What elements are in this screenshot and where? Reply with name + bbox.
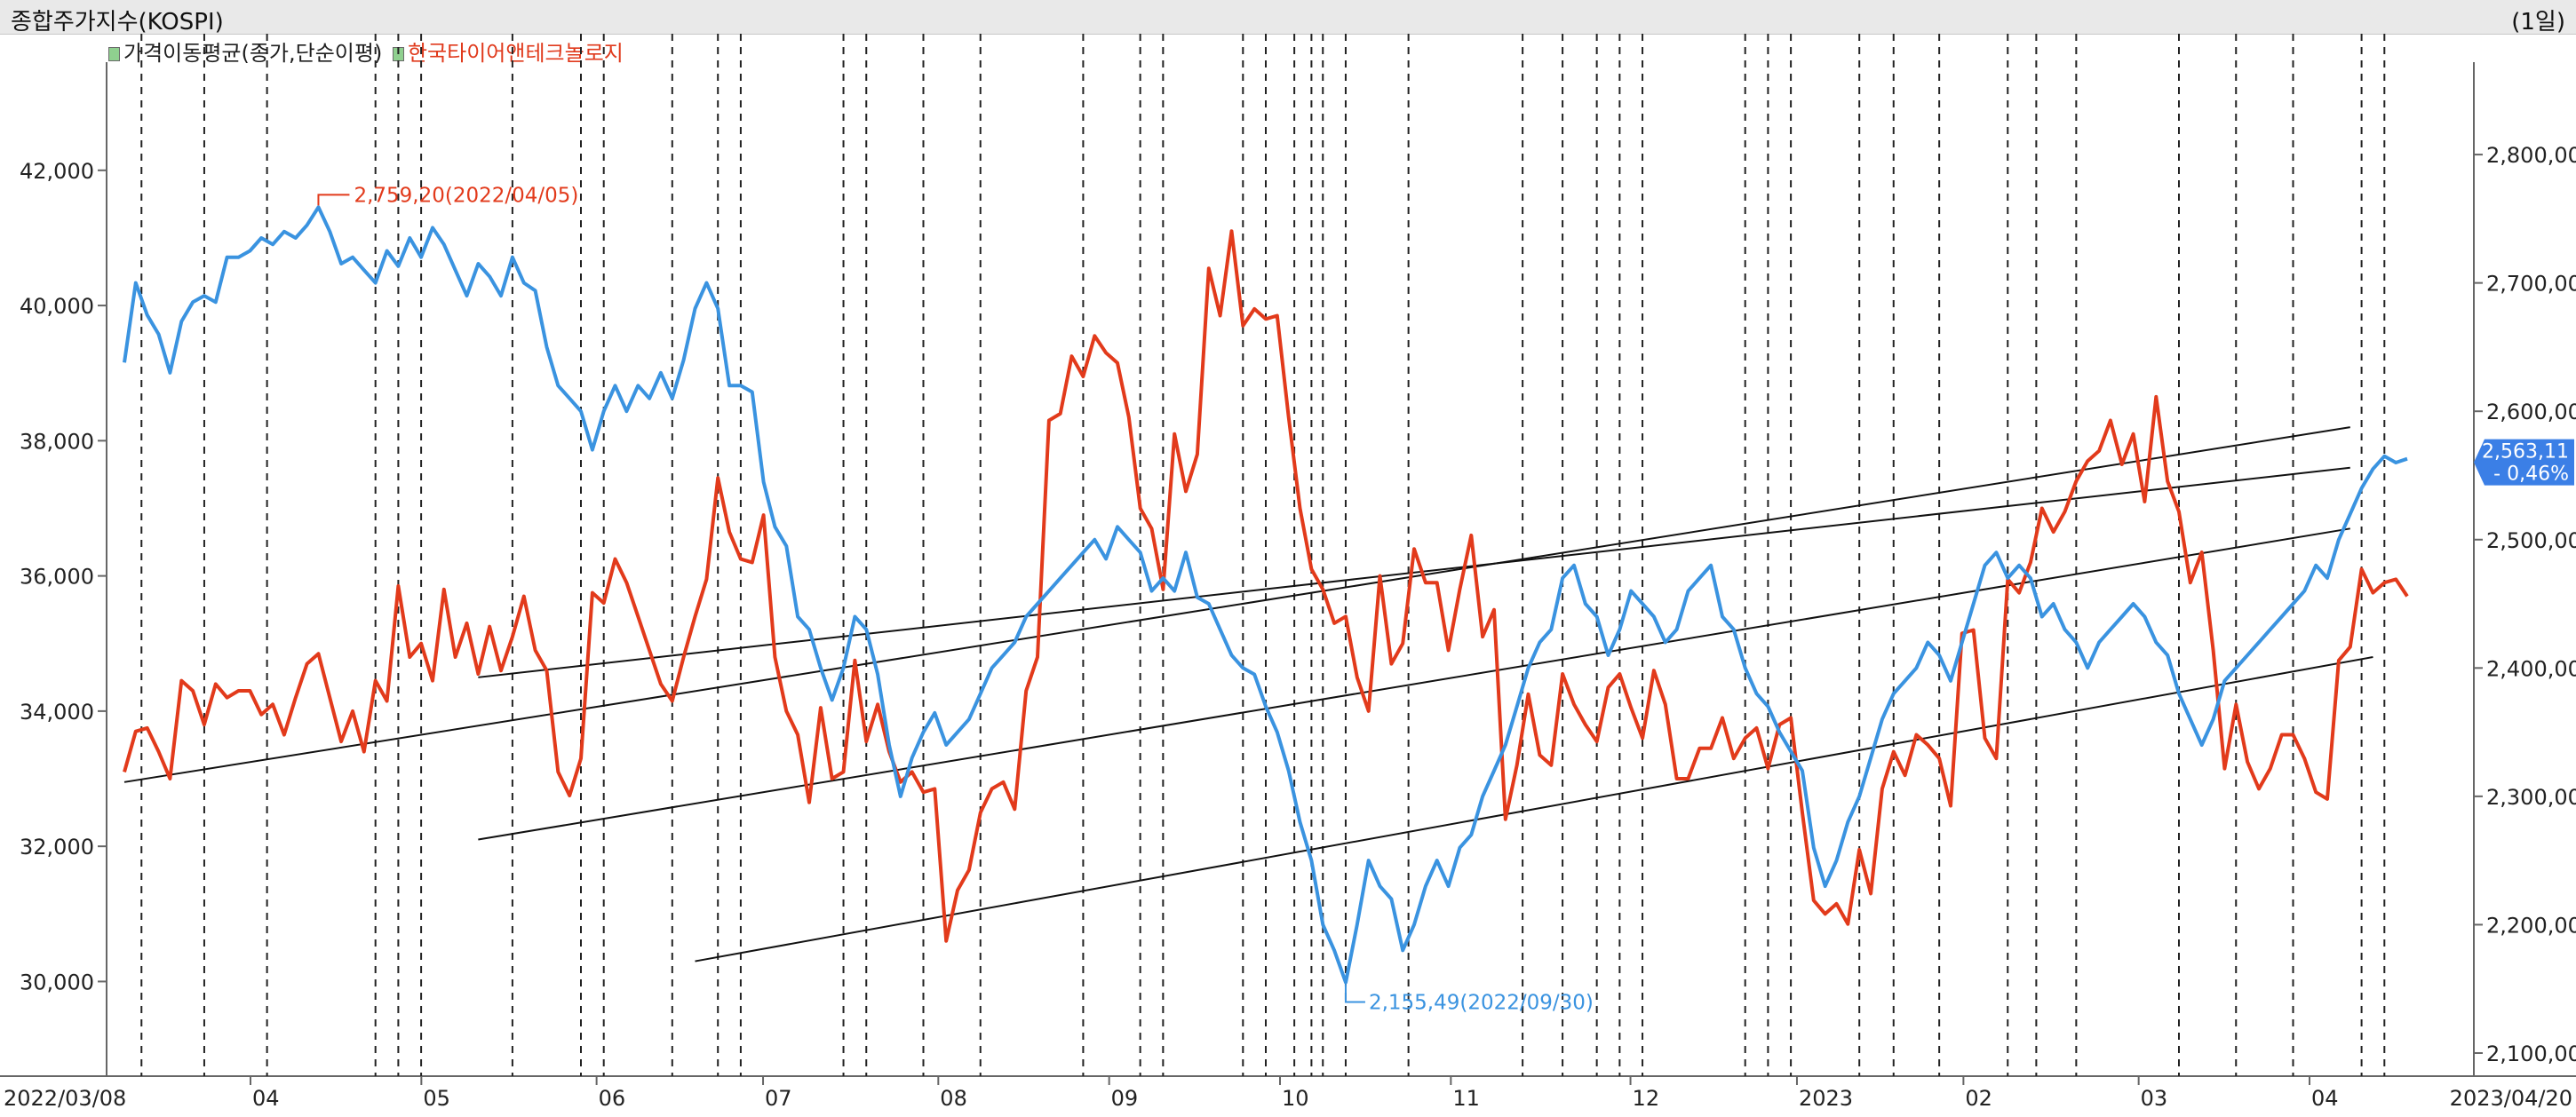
right-axis-label: 2,200,00 <box>2486 913 2576 938</box>
right-axis-label: 2,800,00 <box>2486 143 2576 168</box>
legend-checkbox-icon[interactable] <box>108 47 120 61</box>
trend-line <box>478 527 2350 841</box>
legend-series-a: 가격이동평균(종가,단순이평) <box>123 41 383 66</box>
x-axis-label: 09 <box>1111 1086 1139 1111</box>
x-axis-label: 02 <box>1965 1086 1992 1111</box>
kospi-line <box>123 205 2408 985</box>
x-axis-end-label: 2023/04/20 <box>2450 1086 2572 1111</box>
left-axis-label: 34,000 <box>20 700 94 725</box>
trend-line <box>123 426 2350 783</box>
annotations: 2,759,20(2022/04/05) 2,155,49(2022/09/30)… <box>317 184 2574 1014</box>
left-axis-label: 38,000 <box>20 429 94 454</box>
x-axis-label: 07 <box>765 1086 792 1111</box>
x-axis-label: 08 <box>940 1086 967 1111</box>
x-axis-label: 12 <box>1633 1086 1660 1111</box>
x-axis-label: 04 <box>252 1086 280 1111</box>
right-axis-label: 2,600,00 <box>2486 400 2576 424</box>
current-value-label: 2,563,11 <box>2482 441 2569 463</box>
x-axis-label: 04 <box>2311 1086 2339 1111</box>
right-axis-label: 2,300,00 <box>2486 785 2576 810</box>
trend-line <box>695 655 2373 963</box>
x-axis-label: 11 <box>1452 1086 1480 1111</box>
x-axis-label: 03 <box>2141 1086 2168 1111</box>
x-axis-label: 06 <box>599 1086 626 1111</box>
price-line <box>123 229 2409 943</box>
trend-channel-lines <box>123 426 2373 963</box>
right-axis-label: 2,100,00 <box>2486 1042 2576 1066</box>
legend-checkbox-icon[interactable] <box>392 47 404 61</box>
left-axis-label: 32,000 <box>20 835 94 860</box>
left-axis-label: 36,000 <box>20 565 94 590</box>
right-axis-label: 2,500,00 <box>2486 528 2576 553</box>
axes: 30,000 32,000 34,000 36,000 38,000 40,000 42,0… <box>4 143 2576 1111</box>
left-axis-label: 40,000 <box>20 294 94 319</box>
high-marker-line <box>317 194 350 206</box>
high-label: 2,759,20(2022/04/05) <box>354 184 578 207</box>
low-label: 2,155,49(2022/09/30) <box>1369 991 1594 1014</box>
chart-header: 종합주가지수(KOSPI) (1일) <box>0 0 2576 36</box>
chart-title: 종합주가지수(KOSPI) <box>11 9 224 36</box>
x-axis-label: 2023 <box>1799 1086 1853 1111</box>
left-axis-label: 42,000 <box>20 159 94 184</box>
right-axis-label: 2,700,00 <box>2486 272 2576 297</box>
low-marker-line <box>1344 984 1365 1003</box>
current-change-label: - 0,46% <box>2493 463 2569 486</box>
x-axis-label: 10 <box>1282 1086 1309 1111</box>
x-axis-label: 05 <box>423 1086 450 1111</box>
right-axis-label: 2,400,00 <box>2486 656 2576 681</box>
series-lines <box>123 205 2409 985</box>
legend: 가격이동평균(종가,단순이평) 한국타이어앤테크놀로지 <box>105 36 624 67</box>
vertical-gridlines <box>140 34 2386 1076</box>
current-value-badge <box>2474 439 2574 486</box>
trend-line <box>478 466 2350 678</box>
legend-series-b: 한국타이어앤테크놀로지 <box>407 41 624 66</box>
left-axis-label: 30,000 <box>20 970 94 994</box>
period-label[interactable]: (1일) <box>2511 9 2565 36</box>
x-axis-start-label: 2022/03/08 <box>4 1086 126 1111</box>
